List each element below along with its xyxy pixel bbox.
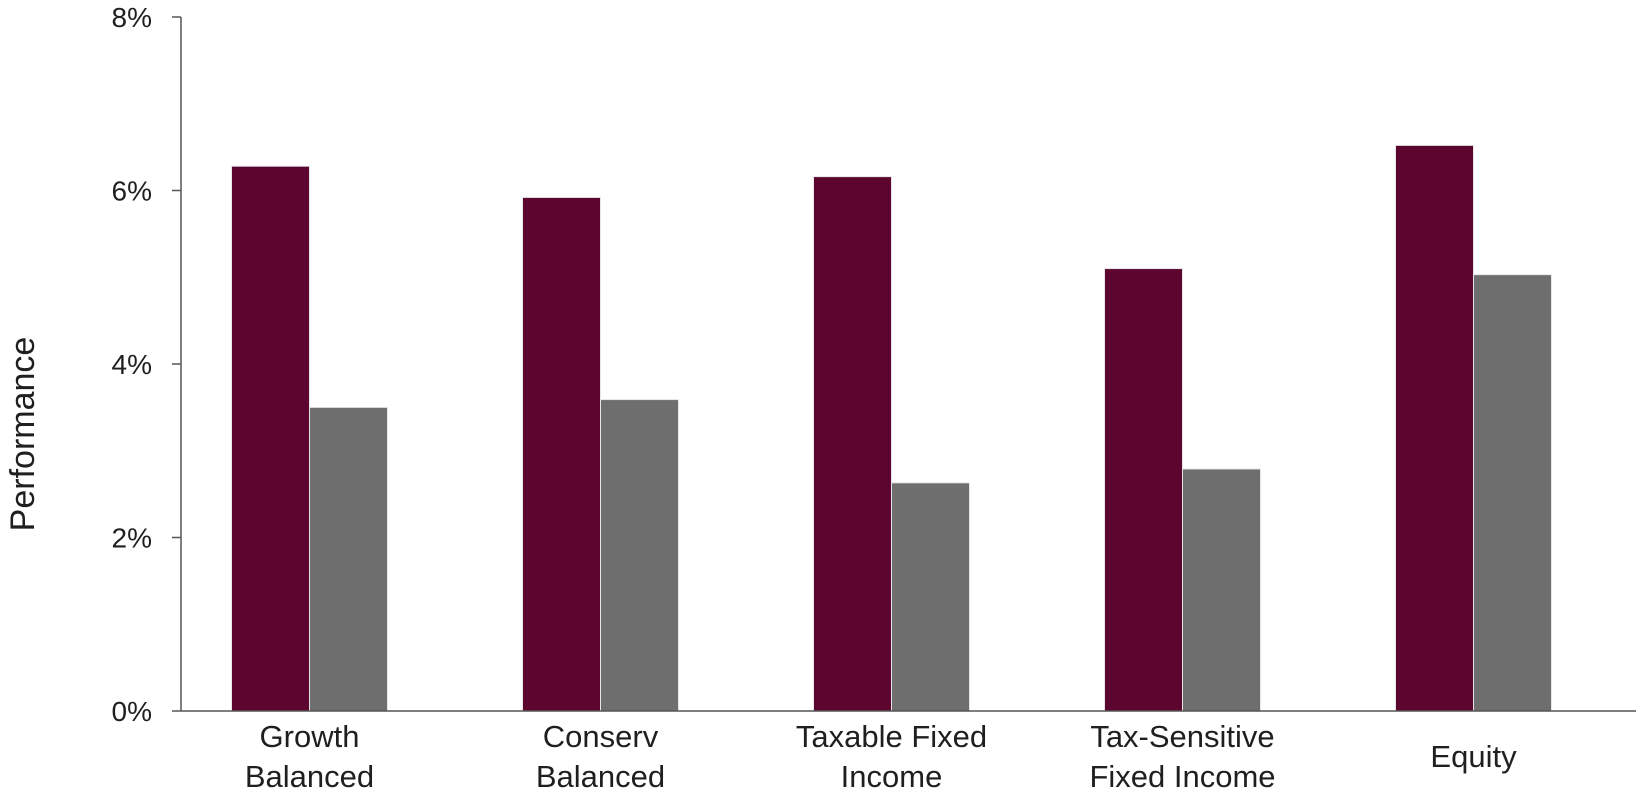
- x-tick-label-line: Growth: [260, 719, 360, 754]
- x-tick-label-line: Balanced: [536, 759, 665, 791]
- bar-2-4: [1182, 468, 1261, 712]
- bar-2-2: [600, 399, 679, 712]
- x-axis: Growth Balanced Conserv Balanced Taxable Fix…: [181, 710, 1636, 791]
- bar-1-5: [1395, 144, 1474, 712]
- bar-1-4: [1104, 268, 1183, 712]
- x-tick-label-line: Balanced: [245, 759, 374, 791]
- bar-1-2: [522, 196, 601, 712]
- x-tick-label: Taxable Fixed Income: [796, 719, 987, 791]
- y-axis-title: Performance: [4, 337, 42, 532]
- y-tick-label: 2%: [112, 523, 152, 554]
- x-tick-label-line: Fixed Income: [1089, 759, 1275, 791]
- x-tick-label: Growth Balanced: [245, 719, 374, 791]
- x-tick-label-line: Income: [841, 759, 943, 791]
- x-tick-label: Conserv Balanced: [536, 719, 665, 791]
- x-tick-label-line: Taxable Fixed: [796, 719, 987, 754]
- y-axis: 0% 2% 4% 6% 8%: [112, 2, 182, 727]
- bar-1-1: [231, 165, 310, 712]
- x-tick-label: Equity: [1430, 739, 1517, 774]
- bar-1-3: [813, 176, 892, 712]
- bar-2-5: [1473, 274, 1552, 712]
- y-tick-label: 8%: [112, 2, 152, 33]
- x-tick-label-line: Conserv: [543, 719, 659, 754]
- y-tick-label: 4%: [112, 349, 152, 380]
- x-tick-label: Tax-Sensitive Fixed Income: [1089, 719, 1275, 791]
- x-tick-label-line: Equity: [1430, 739, 1517, 774]
- bars: [231, 144, 1552, 712]
- x-tick-label-line: Tax-Sensitive: [1090, 719, 1274, 754]
- y-tick-label: 0%: [112, 696, 152, 727]
- bar-2-1: [309, 406, 388, 712]
- y-tick-label: 6%: [112, 176, 152, 207]
- bar-2-3: [891, 482, 970, 712]
